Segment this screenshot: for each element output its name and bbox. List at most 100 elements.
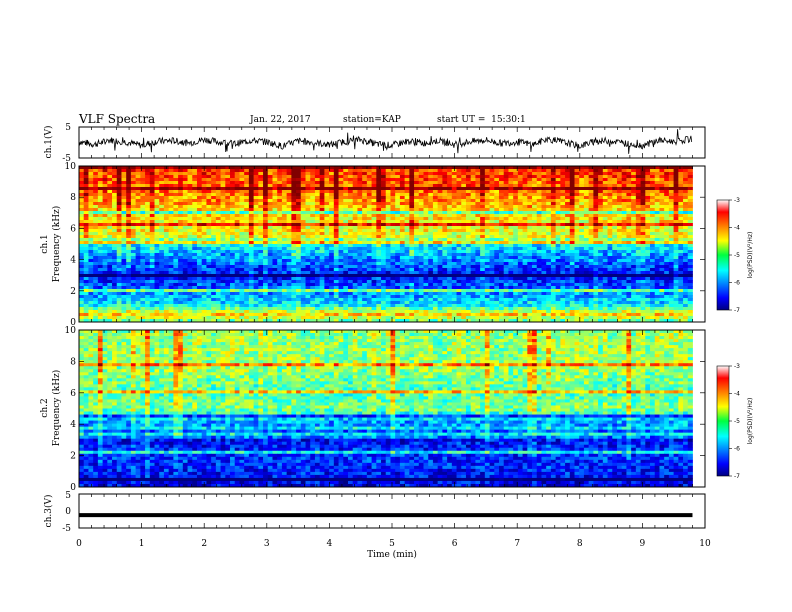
spectrogram-cell [432,211,439,215]
spectrogram-cell [678,211,684,215]
spectrogram-cell [116,166,122,170]
spectrogram-cell [347,217,354,221]
spectrogram-cell [263,220,269,224]
spectrogram-cell [272,223,278,227]
spectrogram-cell [263,211,269,215]
spectrogram-cell [116,244,122,248]
spectrogram-cell [635,253,641,257]
spectrogram-cell [480,190,486,194]
spectrogram-cell [475,259,481,263]
spectrogram-cell [414,184,420,188]
spectrogram-cell [277,166,283,170]
spectrogram-cell [390,235,396,239]
spectrogram-cell [277,169,283,173]
spectrogram-cell [182,175,188,179]
spectrogram-cell [135,229,141,233]
spectrogram-cell [248,184,255,188]
spectrogram-cell [631,220,637,224]
spectrogram-cell [489,187,495,191]
spectrogram-cell [381,211,387,215]
spectrogram-cell [423,181,429,185]
spectrogram-cell [121,175,127,179]
spectrogram-cell [116,247,122,251]
spectrogram-cell [220,190,226,194]
spectrogram-cell [598,211,604,215]
spectrogram-cell [631,241,637,245]
spectrogram-cell [673,235,679,239]
spectrogram-cell [616,232,623,236]
spectrogram-cell [244,241,250,245]
spectrogram-cell [140,259,146,263]
spectrogram-cell [248,271,255,275]
spectrogram-cell [371,208,377,212]
spectrogram-cell [536,262,542,266]
spectrogram-cell [281,268,288,272]
spectrogram-cell [211,181,217,185]
spectrogram-cell [645,238,651,242]
spectrogram-cell [135,184,141,188]
spectrogram-cell [673,223,679,227]
spectrogram-cell [640,187,646,191]
spectrogram-cell [414,220,420,224]
spectrogram-cell [314,184,321,188]
spectrogram-cell [93,175,99,179]
spectrogram-cell [88,214,94,218]
spectrogram-cell [503,202,509,206]
spectrogram-cell [668,172,674,176]
spectrogram-cell [560,184,566,188]
spectrogram-cell [258,172,264,176]
spectrogram-cell [230,196,236,200]
spectrogram-cell [395,241,401,245]
spectrogram-cell [673,178,679,182]
spectrogram-cell [569,226,575,230]
spectrogram-cell [230,259,236,263]
spectrogram-cell [607,169,613,173]
spectrogram-cell [404,256,410,260]
spectrogram-cell [79,226,85,230]
spectrogram-cell [664,265,670,269]
spectrogram-cell [300,181,306,185]
spectrogram-cell [442,172,448,176]
spectrogram-cell [428,175,434,179]
spectrogram-cell [352,184,358,188]
spectrogram-cell [116,205,122,209]
spectrogram-cell [357,259,363,263]
spectrogram-cell [414,256,420,260]
spectrogram-cell [178,259,184,263]
spectrogram-cell [314,178,321,182]
spectrogram-cell [347,268,354,272]
spectrogram-cell [258,226,264,230]
spectrogram-cell [145,241,151,245]
spectrogram-cell [296,259,302,263]
spectrogram-cell [291,205,297,209]
spectrogram-cell [555,226,561,230]
spectrogram-cell [574,184,580,188]
spectrogram-cell [414,247,420,251]
spectrogram-cell [683,271,689,275]
spectrogram-cell [263,277,269,281]
spectrogram-cell [385,169,391,173]
spectrogram-cell [499,220,505,224]
spectrogram-cell [522,181,528,185]
spectrogram-cell [602,211,608,215]
spectrogram-cell [381,244,387,248]
spectrogram-cell [668,226,674,230]
spectrogram-cell [201,175,207,179]
spectrogram-cell [508,217,514,221]
spectrogram-cell [178,181,184,185]
spectrogram-cell [508,250,514,254]
spectrogram-cell [541,178,547,182]
spectrogram-cell [352,166,358,170]
spectrogram-cell [329,184,335,188]
spectrogram-cell [569,211,575,215]
spectrogram-cell [664,205,670,209]
spectrogram-cell [687,175,693,179]
spectrogram-cell [437,265,443,269]
spectrogram-cell [357,205,363,209]
spectrogram-cell [267,199,273,203]
spectrogram-cell [428,178,434,182]
spectrogram-cell [494,199,500,203]
spectrogram-cell [97,247,103,251]
spectrogram-cell [451,238,457,242]
spectrogram-cell [352,268,358,272]
